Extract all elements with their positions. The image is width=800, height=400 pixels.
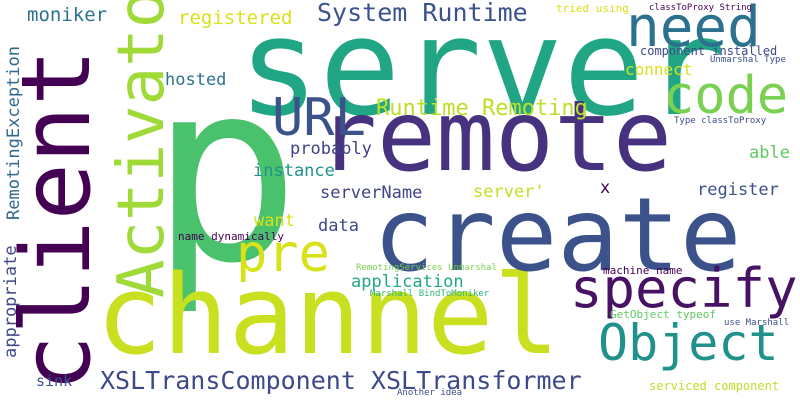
word-unmarshal-type: Unmarshal Type [710, 55, 786, 65]
word-registered: registered [178, 7, 293, 29]
word-hosted: hosted [165, 70, 227, 90]
word-pre: pre [236, 224, 330, 284]
word-client: client [2, 48, 112, 392]
word-connect: connect [625, 60, 693, 79]
word-serverName: serverName [320, 183, 423, 203]
word-sink: sink [36, 372, 73, 390]
word-x: x [600, 178, 611, 198]
word-register: register [697, 180, 779, 200]
word-channel: channel [96, 251, 560, 379]
word-classToProxy-string: classToProxy String [649, 3, 752, 13]
word-url: URL [272, 88, 366, 148]
word-probably: probably [290, 139, 372, 159]
word-able: able [749, 143, 790, 163]
word-tried-using: tried using [556, 2, 629, 15]
word-server-quote: server' [473, 182, 545, 202]
word-need: need [626, 0, 761, 60]
word-code: code [663, 66, 789, 126]
word-serviced-component: serviced component [649, 379, 780, 393]
word-create: create [373, 176, 742, 295]
word-application: application [351, 272, 464, 292]
word-want: want [254, 211, 295, 231]
word-runtime-remoting: Runtime Remoting [376, 96, 588, 121]
word-xsl: XSLTransComponent XSLTransformer [100, 366, 582, 395]
word-remotingservices-unmarshal: RemotingServices Unmarshal [356, 263, 497, 273]
word-name-dynamically: name dynamically [178, 230, 284, 243]
word-object: Object [598, 314, 779, 372]
word-p: p [150, 27, 301, 318]
word-remote: remote [318, 80, 673, 194]
word-activator: Activator [105, 0, 179, 298]
word-specify: specify [570, 257, 798, 320]
word-another-idea: Another idea [397, 388, 463, 398]
word-moniker: moniker [27, 4, 108, 26]
word-marshall-bindtomoniker: Marshall BindToMoniker [370, 289, 490, 299]
word-remoting-exception: RemotingException [4, 46, 24, 220]
word-use-marshall: use Marshall [724, 318, 790, 328]
word-hosted-component: component installed [640, 44, 778, 58]
word-instance: instance [253, 161, 335, 181]
word-appropriate: appropriate [1, 245, 21, 358]
word-getobject-typeof: GetObject typeof [610, 308, 716, 321]
word-system-runtime: System Runtime [317, 0, 528, 27]
word-server: server [238, 0, 726, 146]
word-type-classToProxy: Type classToProxy [674, 116, 767, 126]
word-machine-name: machine name [603, 264, 683, 277]
word-data: data [318, 216, 359, 236]
